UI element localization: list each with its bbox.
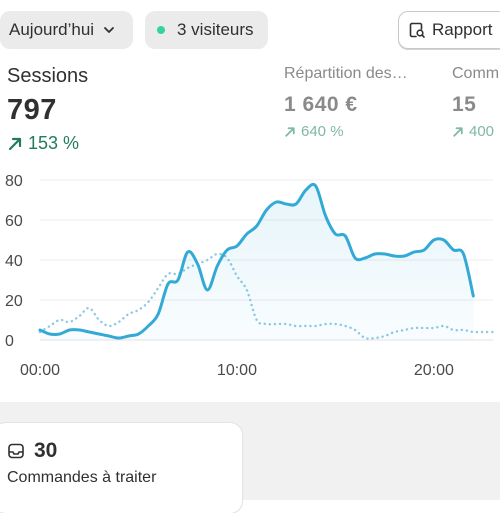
- metric-label: Comm: [452, 65, 500, 82]
- metric-value: 1 640 €: [284, 93, 358, 116]
- orders-count: 30: [34, 439, 58, 462]
- orders-to-process-card[interactable]: 30 Commandes à traiter: [0, 423, 242, 513]
- x-tick-label: 20:00: [414, 362, 454, 379]
- metric-change-value: 153 %: [28, 133, 80, 153]
- metric-label: Sessions: [7, 65, 89, 87]
- report-button[interactable]: Rapport: [398, 11, 500, 49]
- date-range-label: Aujourd’hui: [9, 20, 95, 39]
- metric-change: 153 %: [7, 133, 88, 154]
- metric-label: Répartition des…: [284, 65, 408, 82]
- sessions-line: [38, 182, 475, 340]
- y-tick-label: 0: [5, 333, 14, 350]
- metric-change-value: 400: [469, 123, 495, 140]
- arrow-up-right-icon: [8, 137, 22, 150]
- metric-value: 15: [452, 93, 477, 116]
- metric-change: 400: [452, 123, 499, 140]
- arrow-up-right-icon: [285, 126, 295, 137]
- y-tick-label: 80: [5, 173, 23, 190]
- sales-breakdown-metric[interactable]: Répartition des… 1 640 € 640 %: [284, 65, 408, 140]
- x-tick-label: 00:00: [20, 362, 60, 379]
- y-tick-label: 40: [5, 253, 23, 270]
- orders-label: Commandes à traiter: [7, 469, 157, 486]
- metric-value: 797: [7, 94, 57, 126]
- arrow-up-right-icon: [453, 126, 463, 137]
- sessions-metric[interactable]: Sessions 797 153 %: [7, 65, 88, 154]
- date-range-button[interactable]: Aujourd’hui: [0, 11, 133, 49]
- live-status-dot: [157, 26, 165, 34]
- metric-change: 640 %: [284, 123, 408, 140]
- live-visitors-label: 3 visiteurs: [177, 20, 254, 39]
- report-search-icon: [409, 22, 425, 38]
- y-tick-label: 60: [5, 213, 23, 230]
- chevron-down-icon: [104, 27, 114, 33]
- x-tick-label: 10:00: [217, 362, 257, 379]
- orders-metric[interactable]: Comm 15 400: [452, 65, 499, 140]
- sessions-chart[interactable]: 0 20 40 60 80 00:00 10:00 20:00: [0, 165, 500, 385]
- live-visitors-button[interactable]: 3 visiteurs: [145, 11, 268, 49]
- metric-change-value: 640 %: [301, 123, 344, 140]
- y-tick-label: 20: [5, 293, 23, 310]
- inbox-icon: [8, 443, 24, 459]
- report-label: Rapport: [432, 20, 493, 39]
- sessions-area: [40, 184, 474, 340]
